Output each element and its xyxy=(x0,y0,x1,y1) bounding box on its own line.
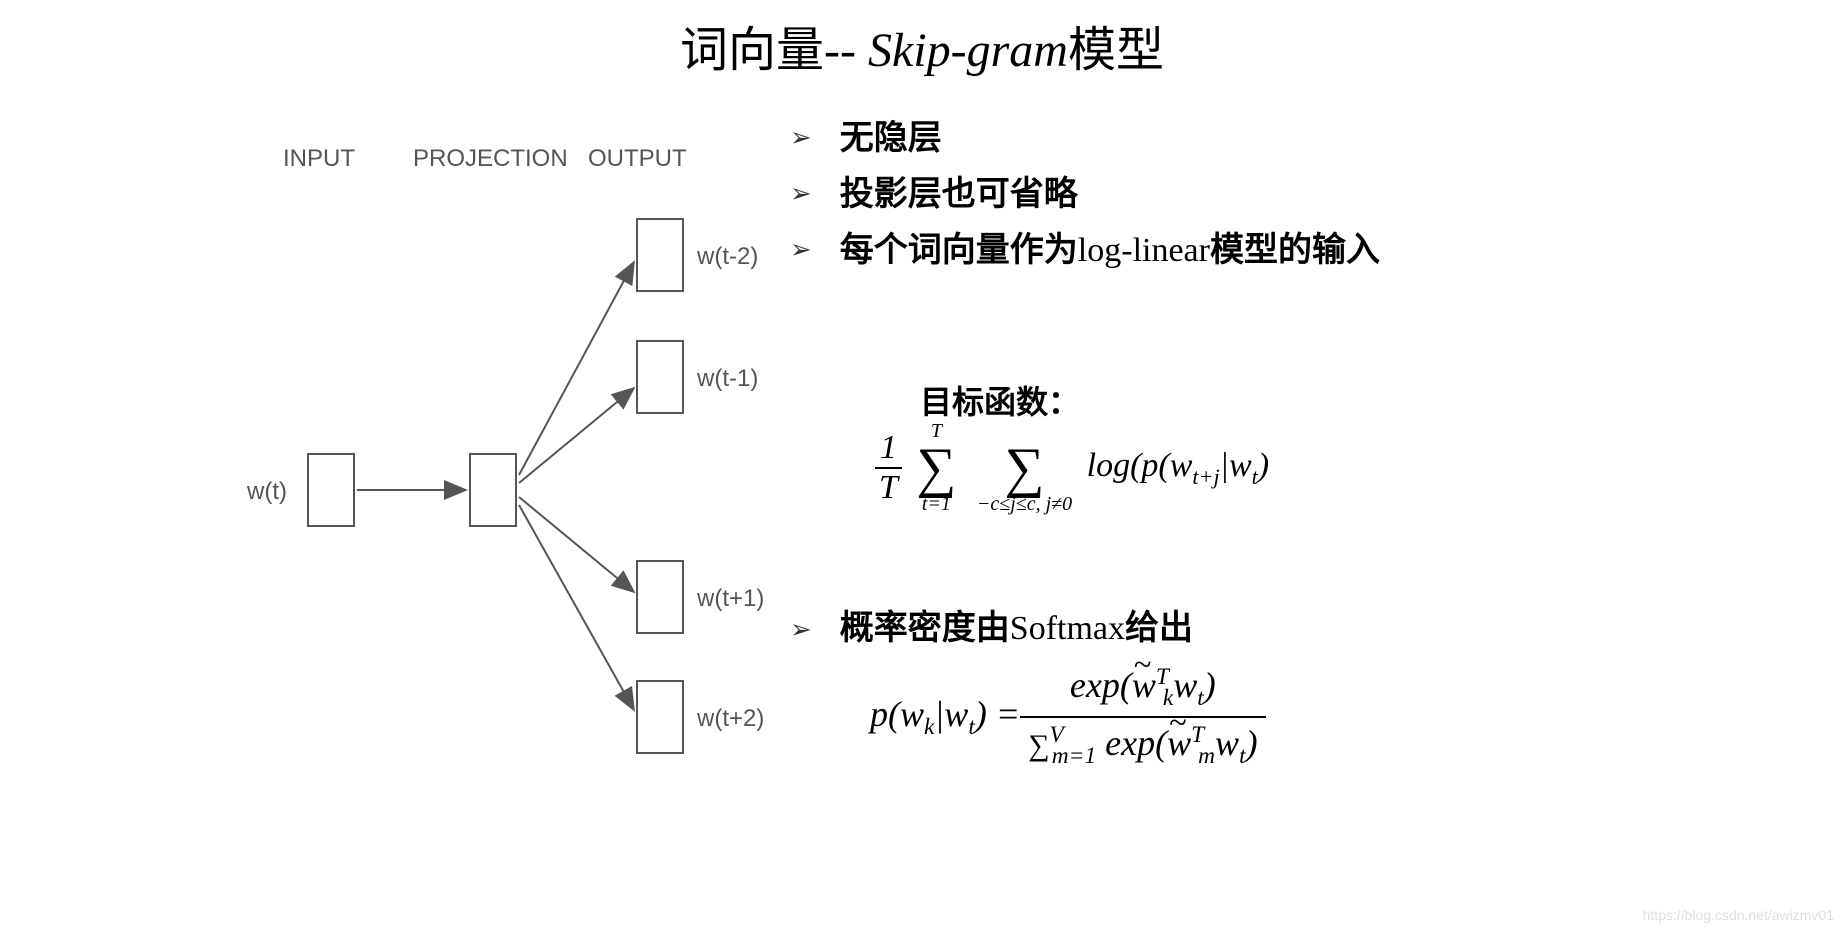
bullet-1: ➢ 无隐层 xyxy=(790,115,1430,163)
log-term-a: log(p(w xyxy=(1087,447,1193,484)
sigma-icon: ∑ xyxy=(916,443,956,493)
log-term-sub1: t+j xyxy=(1192,464,1219,489)
bullet-3: ➢ 每个词向量作为log-linear模型的输入 xyxy=(790,227,1430,275)
bullet-1-text: 无隐层 xyxy=(840,115,942,163)
bullet-marker-icon: ➢ xyxy=(790,115,812,159)
bullet-2: ➢ 投影层也可省略 xyxy=(790,171,1430,219)
watermark: https://blog.csdn.net/awizmv01 xyxy=(1643,907,1834,923)
label-wt: w(t) xyxy=(247,478,287,506)
sigma-icon: ∑ xyxy=(977,443,1072,493)
box-out-plus2 xyxy=(636,680,684,754)
sum-outer: T ∑ t=1 xyxy=(916,420,956,516)
log-term-c: ) xyxy=(1258,447,1269,484)
bullet-marker-icon: ➢ xyxy=(790,171,812,215)
objective-header: 目标函数： xyxy=(920,377,1080,423)
bullet-4-cn-suffix: 给出 xyxy=(1125,610,1193,647)
softmax-numerator: exp(wTkwt) xyxy=(1020,660,1265,718)
bullet-3-text: 每个词向量作为log-linear模型的输入 xyxy=(840,227,1380,275)
bullet-4-cn-prefix: 概率密度由 xyxy=(840,610,1010,647)
box-input xyxy=(307,453,355,527)
title-cn-suffix: 模型 xyxy=(1068,24,1164,77)
softmax-frac: exp(wTkwt) ∑Vm=1 exp(wTmwt) xyxy=(1020,660,1265,774)
title-en: Skip-gram xyxy=(868,24,1068,77)
bullet-3-en: log-linear xyxy=(1078,232,1210,269)
title-cn-prefix: 词向量-- xyxy=(680,24,868,77)
label-wt-plus1: w(t+1) xyxy=(697,585,764,613)
header-projection: PROJECTION xyxy=(413,145,568,173)
bullet-4: ➢ 概率密度由Softmax给出 xyxy=(790,605,1193,653)
box-projection xyxy=(469,453,517,527)
header-output: OUTPUT xyxy=(588,145,687,173)
sum-inner: ∑ −c≤j≤c, j≠0 xyxy=(977,420,1072,516)
box-out-minus1 xyxy=(636,340,684,414)
frac-1-over-T: 1 T xyxy=(875,429,902,507)
bullet-2-text: 投影层也可省略 xyxy=(840,171,1078,219)
label-wt-plus2: w(t+2) xyxy=(697,705,764,733)
softmax-lhs: p(wk|wt) = xyxy=(870,693,1020,741)
frac-num: 1 xyxy=(875,429,902,469)
bullet-4-text: 概率密度由Softmax给出 xyxy=(840,605,1193,653)
label-wt-minus2: w(t-2) xyxy=(697,243,758,271)
bullet-list: ➢ 无隐层 ➢ 投影层也可省略 ➢ 每个词向量作为log-linear模型的输入 xyxy=(790,115,1430,283)
frac-den: T xyxy=(875,469,902,507)
slide-title: 词向量-- Skip-gram模型 xyxy=(0,10,1844,80)
bullet-marker-icon: ➢ xyxy=(790,227,812,271)
sum-outer-lower: t=1 xyxy=(916,493,956,516)
softmax-formula: p(wk|wt) = exp(wTkwt) ∑Vm=1 exp(wTmwt) xyxy=(870,660,1266,774)
log-term: log(p(wt+j|wt) xyxy=(1087,447,1269,484)
bullet-4-en: Softmax xyxy=(1010,610,1125,647)
softmax-denominator: ∑Vm=1 exp(wTmwt) xyxy=(1020,718,1265,774)
bullet-3-cn-suffix: 模型的输入 xyxy=(1210,232,1380,269)
bullet-marker-icon: ➢ xyxy=(790,607,812,651)
bullet-3-cn-prefix: 每个词向量作为 xyxy=(840,232,1078,269)
log-term-b: |w xyxy=(1220,447,1252,484)
objective-formula: 1 T T ∑ t=1 ∑ −c≤j≤c, j≠0 log(p(wt+j|wt) xyxy=(875,420,1269,516)
header-input: INPUT xyxy=(283,145,355,173)
sum-inner-lower: −c≤j≤c, j≠0 xyxy=(977,493,1072,516)
box-out-minus2 xyxy=(636,218,684,292)
label-wt-minus1: w(t-1) xyxy=(697,365,758,393)
box-out-plus1 xyxy=(636,560,684,634)
